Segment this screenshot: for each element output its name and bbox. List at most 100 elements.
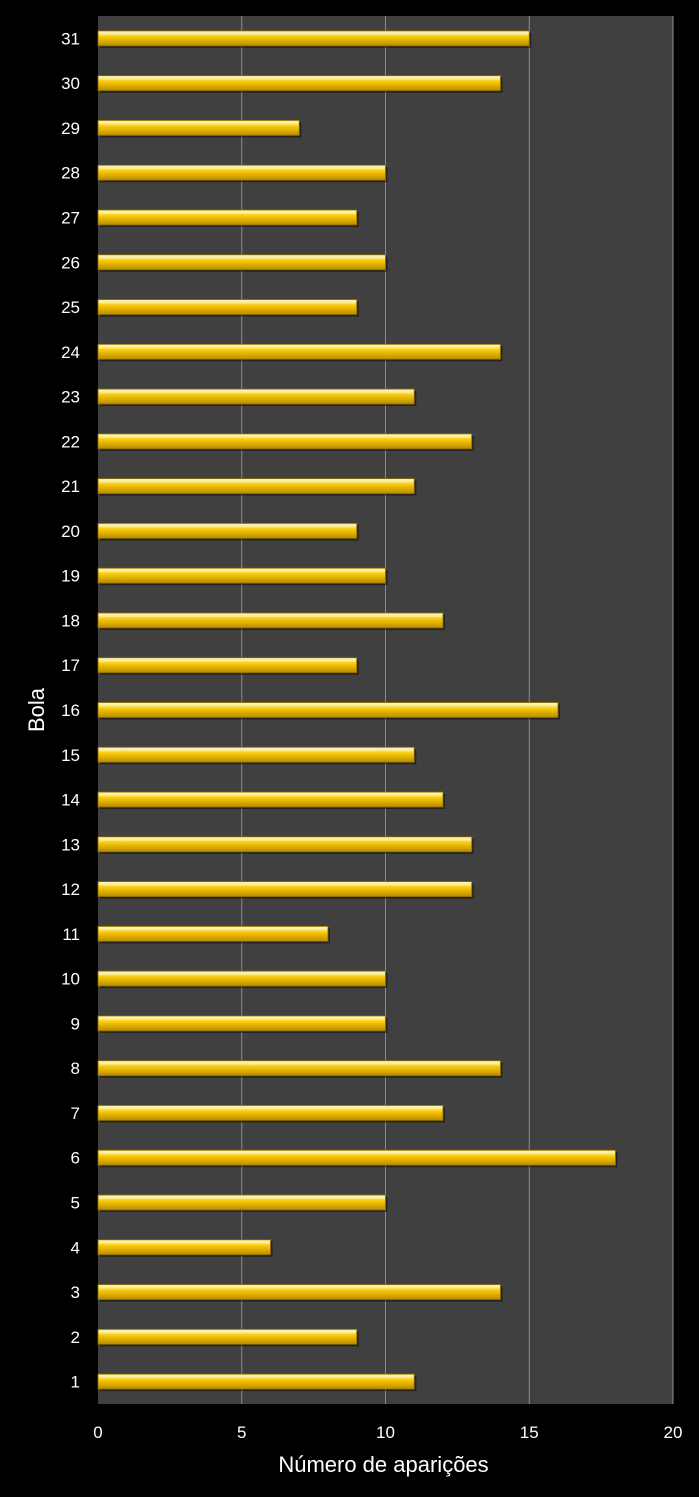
bar-rect-31 [97, 30, 530, 47]
x-tick-label-20: 20 [664, 1423, 683, 1442]
bar-highlight-1 [99, 1375, 414, 1379]
bar-rect-30 [97, 75, 501, 92]
bar-12 [97, 881, 474, 899]
bar-rect-22 [97, 433, 473, 450]
bar-14 [97, 791, 445, 810]
x-axis-title: Número de aparições [278, 1452, 488, 1477]
bar-highlight-21 [99, 479, 414, 483]
bar-rect-21 [97, 478, 415, 495]
y-tick-label-6: 6 [71, 1149, 80, 1168]
bar-highlight-28 [99, 166, 385, 170]
bar-highlight-4 [99, 1240, 270, 1244]
bar-rect-2 [97, 1328, 358, 1345]
bar-rect-25 [97, 299, 358, 315]
bar-3 [97, 1284, 503, 1302]
y-tick-label-2: 2 [71, 1328, 80, 1347]
bar-rect-12 [97, 881, 473, 897]
bar-rect-4 [97, 1239, 271, 1256]
bar-rect-7 [97, 1105, 444, 1121]
y-tick-label-27: 27 [61, 208, 80, 227]
bar-highlight-30 [99, 76, 500, 80]
bar-10 [97, 970, 388, 989]
bar-30 [97, 75, 503, 93]
y-tick-label-7: 7 [71, 1104, 80, 1123]
bar-rect-6 [97, 1149, 616, 1166]
y-tick-label-23: 23 [61, 388, 80, 407]
bar-18 [97, 612, 445, 630]
bar-rect-23 [97, 388, 415, 405]
y-tick-label-20: 20 [61, 522, 80, 541]
bar-highlight-10 [99, 972, 385, 976]
bar-28 [97, 164, 388, 183]
bar-22 [97, 433, 474, 451]
y-tick-label-17: 17 [61, 656, 80, 675]
bar-rect-20 [97, 523, 358, 539]
bar-13 [97, 836, 474, 854]
bar-highlight-22 [99, 434, 471, 438]
bar-20 [97, 523, 359, 541]
bar-rect-8 [97, 1060, 501, 1077]
x-tick-labels: 0 5 10 15 20 [93, 1423, 682, 1442]
y-tick-label-26: 26 [61, 253, 80, 272]
bar-16 [97, 702, 560, 720]
y-tick-label-31: 31 [61, 29, 80, 48]
bar-rect-3 [97, 1284, 501, 1300]
bar-rect-11 [97, 925, 329, 942]
bar-highlight-15 [99, 748, 414, 752]
bars [97, 30, 618, 1392]
bar-highlight-14 [99, 793, 442, 797]
bar-5 [97, 1194, 388, 1213]
bar-1 [97, 1373, 417, 1392]
bar-19 [97, 567, 388, 586]
y-tick-label-5: 5 [71, 1194, 80, 1213]
bar-highlight-3 [99, 1285, 500, 1289]
y-tick-label-13: 13 [61, 835, 80, 854]
bar-rect-16 [97, 702, 559, 718]
bar-highlight-31 [99, 31, 529, 35]
bar-highlight-5 [99, 1196, 385, 1200]
bar-2 [97, 1328, 359, 1347]
y-tick-label-25: 25 [61, 298, 80, 317]
bar-17 [97, 657, 359, 675]
bar-rect-10 [97, 970, 386, 987]
y-tick-label-3: 3 [71, 1283, 80, 1302]
y-tick-label-18: 18 [61, 611, 80, 630]
bar-27 [97, 209, 359, 227]
bar-31 [97, 30, 532, 48]
bar-highlight-8 [99, 1061, 500, 1065]
bar-11 [97, 925, 330, 944]
bar-rect-13 [97, 836, 473, 853]
bar-rect-27 [97, 209, 358, 226]
bar-highlight-25 [99, 300, 356, 304]
bar-rect-15 [97, 746, 415, 763]
bar-rect-9 [97, 1015, 386, 1032]
bar-24 [97, 343, 503, 362]
bar-highlight-19 [99, 569, 385, 573]
bar-rect-26 [97, 254, 386, 271]
bar-highlight-26 [99, 255, 385, 259]
bar-rect-24 [97, 343, 501, 360]
y-tick-label-30: 30 [61, 74, 80, 93]
bar-15 [97, 746, 417, 765]
y-tick-label-14: 14 [61, 791, 80, 810]
bar-rect-19 [97, 567, 386, 584]
bar-highlight-2 [99, 1330, 356, 1334]
bar-rect-14 [97, 791, 444, 808]
bar-rect-18 [97, 612, 444, 629]
bar-highlight-16 [99, 703, 557, 707]
bar-highlight-24 [99, 345, 500, 349]
bar-highlight-20 [99, 524, 356, 528]
bar-7 [97, 1105, 445, 1123]
bar-highlight-12 [99, 882, 471, 886]
bar-highlight-29 [99, 121, 299, 125]
y-tick-label-10: 10 [61, 970, 80, 989]
bar-highlight-9 [99, 1016, 385, 1020]
y-tick-label-15: 15 [61, 746, 80, 765]
bar-highlight-11 [99, 927, 327, 931]
bar-6 [97, 1149, 618, 1168]
bar-23 [97, 388, 417, 407]
bar-highlight-13 [99, 837, 471, 841]
bar-21 [97, 478, 417, 496]
bar-rect-5 [97, 1194, 386, 1211]
